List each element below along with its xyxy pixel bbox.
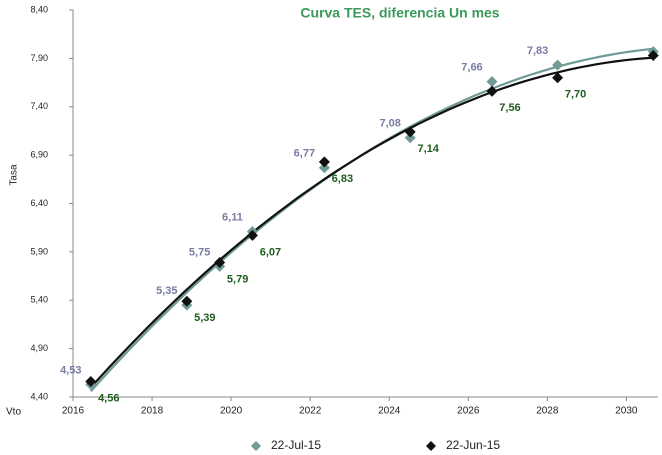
x-tick-label: 2022: [299, 406, 322, 417]
data-label: 5,79: [227, 273, 248, 285]
data-label: 4,56: [98, 392, 119, 404]
point: [85, 376, 97, 388]
legend-marker: [251, 441, 261, 451]
y-tick-label: 6,40: [30, 198, 48, 208]
point: [181, 295, 193, 307]
point: [246, 229, 258, 241]
data-label: 7,14: [417, 143, 439, 155]
x-tick-label: 2030: [615, 406, 638, 417]
x-tick-label: 2024: [378, 406, 401, 417]
point: [486, 76, 498, 88]
y-tick-label: 7,90: [30, 53, 48, 63]
trend-line: [89, 56, 654, 389]
point: [404, 126, 416, 138]
data-label: 5,39: [194, 312, 215, 324]
data-label: 6,07: [260, 246, 281, 258]
y-tick-label: 8,40: [30, 4, 48, 14]
data-label: 4,53: [60, 364, 81, 376]
data-label: 7,70: [565, 89, 586, 101]
point: [214, 257, 226, 269]
chart-title: Curva TES, diferencia Un mes: [300, 5, 499, 21]
data-label: 7,08: [379, 118, 400, 130]
data-label: 6,77: [294, 148, 315, 160]
x-tick-label: 2016: [62, 406, 85, 417]
data-label: 7,66: [461, 62, 482, 74]
x-tick-label: 2020: [220, 406, 243, 417]
data-label: 6,83: [332, 173, 353, 185]
point: [404, 132, 416, 144]
point: [552, 72, 564, 84]
y-tick-label: 5,40: [30, 295, 48, 305]
point: [318, 162, 330, 174]
point: [318, 156, 330, 168]
data-label: 5,75: [189, 246, 210, 258]
x-tick-label: 2018: [141, 406, 164, 417]
point: [486, 85, 498, 97]
data-label: 6,11: [222, 211, 243, 223]
y-tick-label: 7,40: [30, 101, 48, 111]
data-label: 7,83: [527, 45, 548, 57]
legend-label: 22-Jun-15: [446, 438, 500, 452]
point: [647, 49, 659, 61]
point: [552, 59, 564, 71]
y-axis-label: Tasa: [9, 164, 20, 186]
y-tick-label: 4,90: [30, 343, 48, 353]
data-label: 7,56: [499, 102, 520, 114]
x-tick-label: 2026: [457, 406, 480, 417]
y-tick-label: 5,90: [30, 246, 48, 256]
legend-label: 22-Jul-15: [271, 438, 321, 452]
y-tick-label: 4,40: [30, 391, 48, 401]
x-tick-label: 2028: [536, 406, 559, 417]
x-axis-label: Vto: [6, 407, 21, 418]
legend-marker: [426, 441, 436, 451]
y-tick-label: 6,90: [30, 150, 48, 160]
data-label: 5,35: [156, 285, 177, 297]
